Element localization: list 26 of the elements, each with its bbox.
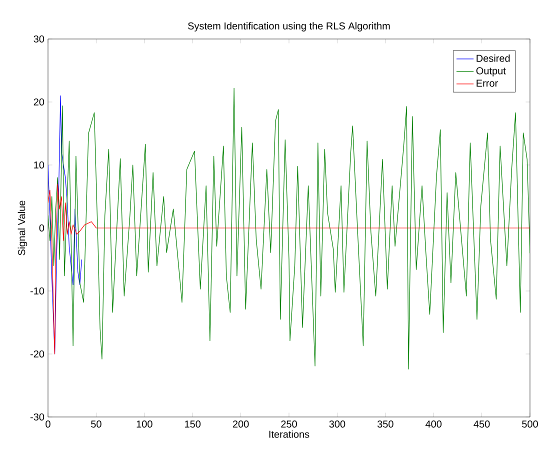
x-tick-label: 150 [185, 420, 201, 428]
legend-label: Desired [476, 54, 510, 62]
y-tick-label: -30 [30, 413, 44, 421]
x-tick-label: 100 [136, 420, 152, 428]
x-tick-label: 400 [425, 420, 442, 428]
x-tick-label: 0 [46, 420, 50, 428]
y-tick-label: 0 [39, 224, 44, 232]
y-tick-label: 10 [34, 161, 44, 169]
x-tick-label: 200 [232, 420, 249, 428]
y-axis-title: Signal Value [18, 200, 28, 256]
x-axis-title: Iterations [269, 430, 310, 438]
y-tick-label: 20 [34, 98, 44, 106]
x-tick-label: 250 [281, 420, 297, 428]
x-tick-label: 350 [377, 420, 394, 428]
legend-label: Error [476, 80, 498, 87]
x-tick-label: 500 [522, 420, 538, 428]
y-tick-label: 30 [34, 35, 44, 43]
line-series [48, 184, 530, 354]
x-tick-label: 300 [329, 420, 346, 428]
line-series [48, 88, 530, 370]
y-tick-label: -10 [30, 287, 44, 295]
y-tick-label: -20 [30, 350, 44, 358]
legend-label: Output [476, 67, 506, 76]
chart-title: System Identification using the RLS Algorithm [188, 22, 390, 32]
x-tick-label: 50 [91, 420, 102, 428]
x-tick-label: 450 [474, 420, 490, 428]
